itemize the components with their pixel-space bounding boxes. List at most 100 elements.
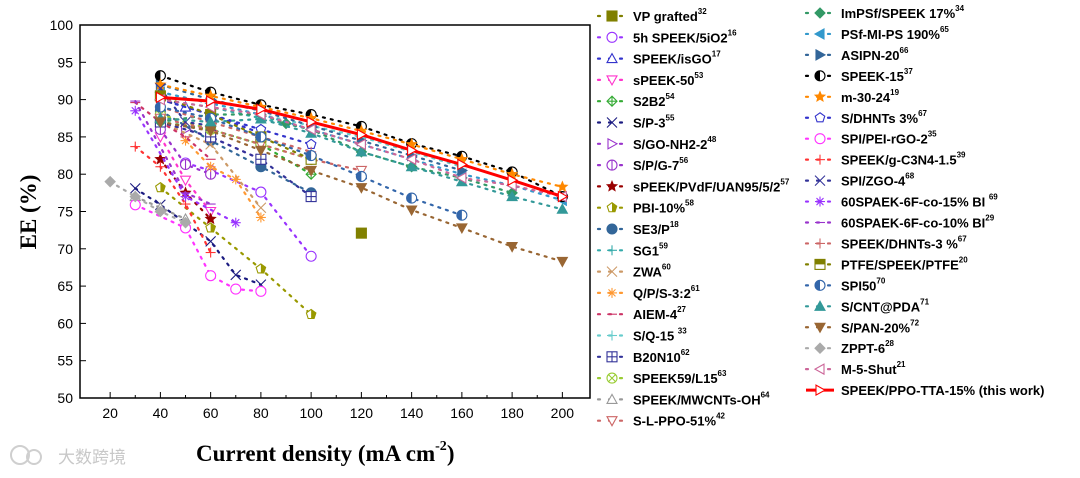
data-point <box>355 138 366 151</box>
legend-marker <box>815 384 827 397</box>
watermark-logo-icon <box>10 445 42 465</box>
series-30 <box>130 99 216 206</box>
legend-marker <box>606 202 618 213</box>
y-tick-label: 55 <box>57 353 73 369</box>
legend-item: AIEM-427 <box>596 305 687 322</box>
legend-label: S/Q-15 33 <box>633 327 687 344</box>
watermark: 大数跨境 <box>58 448 126 468</box>
legend-item: SE3/P18 <box>596 220 679 237</box>
legend-marker <box>813 90 827 103</box>
x-tick-label: 60 <box>203 405 219 421</box>
legend-item: S2B254 <box>596 92 675 109</box>
data-point <box>230 217 241 228</box>
y-tick-label: 60 <box>57 315 73 331</box>
legend-marker <box>814 342 826 354</box>
data-point <box>305 165 318 177</box>
legend-item: ZPPT-628 <box>804 339 895 356</box>
legend-item: ImPSf/SPEEK 17%34 <box>804 4 965 21</box>
data-point <box>154 205 167 218</box>
legend: VP grafted32 5h SPEEK/5iO216 SPEEK/isGO17 s… <box>596 4 1044 429</box>
data-point <box>254 145 267 157</box>
series-line <box>159 109 313 194</box>
data-point <box>305 250 317 262</box>
series-line <box>159 83 564 188</box>
data-point <box>355 170 367 182</box>
legend-item: 60SPAEK-6F-co-10% BI29 <box>804 214 995 231</box>
legend-item: S/DHNTs 3%67 <box>804 109 928 126</box>
series-line <box>159 98 564 198</box>
legend-label: S/DHNTs 3%67 <box>841 109 928 126</box>
data-point <box>204 126 217 138</box>
legend-marker <box>814 322 826 334</box>
legend-marker <box>607 137 619 150</box>
legend-item: PSf-MI-PS 190%65 <box>804 25 949 42</box>
data-point <box>305 150 317 162</box>
legend-item: M-5-Shut21 <box>804 360 906 377</box>
legend-marker <box>606 416 618 427</box>
legend-marker <box>606 52 618 64</box>
data-point <box>129 190 142 203</box>
legend-label: SPEEK/MWCNTs-OH64 <box>633 390 770 407</box>
legend-label: SPI/PEI-rGO-235 <box>841 130 937 147</box>
legend-label: S2B254 <box>633 92 675 109</box>
legend-marker <box>814 175 826 186</box>
data-point <box>255 212 266 223</box>
data-point <box>154 181 166 193</box>
x-tick-label: 100 <box>299 405 323 421</box>
legend-item: SPEEK/DHNTs-3 %67 <box>804 234 967 251</box>
legend-item: PBI-10%58 <box>596 199 694 216</box>
legend-marker <box>606 95 618 107</box>
legend-label: sPEEK-5053 <box>633 71 704 88</box>
legend-label: SPEEK/PPO-TTA-15% (this work) <box>841 383 1044 398</box>
legend-marker <box>606 75 618 87</box>
legend-marker <box>814 133 826 145</box>
plot-area <box>104 70 569 320</box>
legend-label: S/PAN-20%72 <box>841 318 920 335</box>
legend-item: VP grafted32 <box>596 7 707 24</box>
legend-item: SPEEK/g-C3N4-1.539 <box>804 151 966 168</box>
data-point <box>255 285 267 297</box>
legend-marker <box>606 10 618 22</box>
legend-marker <box>815 154 825 165</box>
legend-label: S/P/G-756 <box>633 156 689 173</box>
legend-marker <box>814 279 826 291</box>
legend-marker <box>606 159 618 171</box>
data-point <box>507 174 519 187</box>
series-line <box>159 105 313 153</box>
legend-label: AIEM-427 <box>633 305 687 322</box>
series-line <box>134 145 212 254</box>
series-line <box>134 187 262 286</box>
series-27 <box>130 141 216 258</box>
legend-item: SPEEK/isGO17 <box>596 50 721 67</box>
legend-marker <box>814 70 826 82</box>
legend-label: SE3/P18 <box>633 220 679 237</box>
legend-marker <box>815 196 825 207</box>
legend-item: S/GO-NH2-248 <box>596 135 717 152</box>
series-line <box>109 180 187 224</box>
data-point <box>155 161 166 172</box>
series-5 <box>129 182 267 290</box>
legend-item: SPEEK/PPO-TTA-15% (this work) <box>806 383 1044 398</box>
y-tick-label: 95 <box>57 54 73 70</box>
legend-marker <box>815 48 827 61</box>
data-point <box>130 105 141 116</box>
legend-item: m-30-2419 <box>804 88 900 105</box>
series-line <box>159 186 313 316</box>
legend-marker <box>813 28 825 40</box>
data-point <box>255 186 267 198</box>
data-point <box>405 205 418 217</box>
data-point <box>205 222 217 233</box>
data-point <box>405 160 418 172</box>
legend-label: S-L-PPO-51%42 <box>633 412 726 429</box>
legend-item: SG159 <box>596 241 668 258</box>
series-25 <box>154 93 317 149</box>
legend-label: ZPPT-628 <box>841 339 895 356</box>
legend-marker <box>814 7 826 19</box>
legend-marker <box>606 393 618 404</box>
legend-item: SPEEK59/L1563 <box>596 369 727 386</box>
legend-marker <box>606 31 618 43</box>
series-35 <box>154 117 569 268</box>
data-point <box>455 223 468 235</box>
legend-item: S/Q-15 33 <box>596 327 687 344</box>
y-tick-label: 50 <box>57 390 73 406</box>
